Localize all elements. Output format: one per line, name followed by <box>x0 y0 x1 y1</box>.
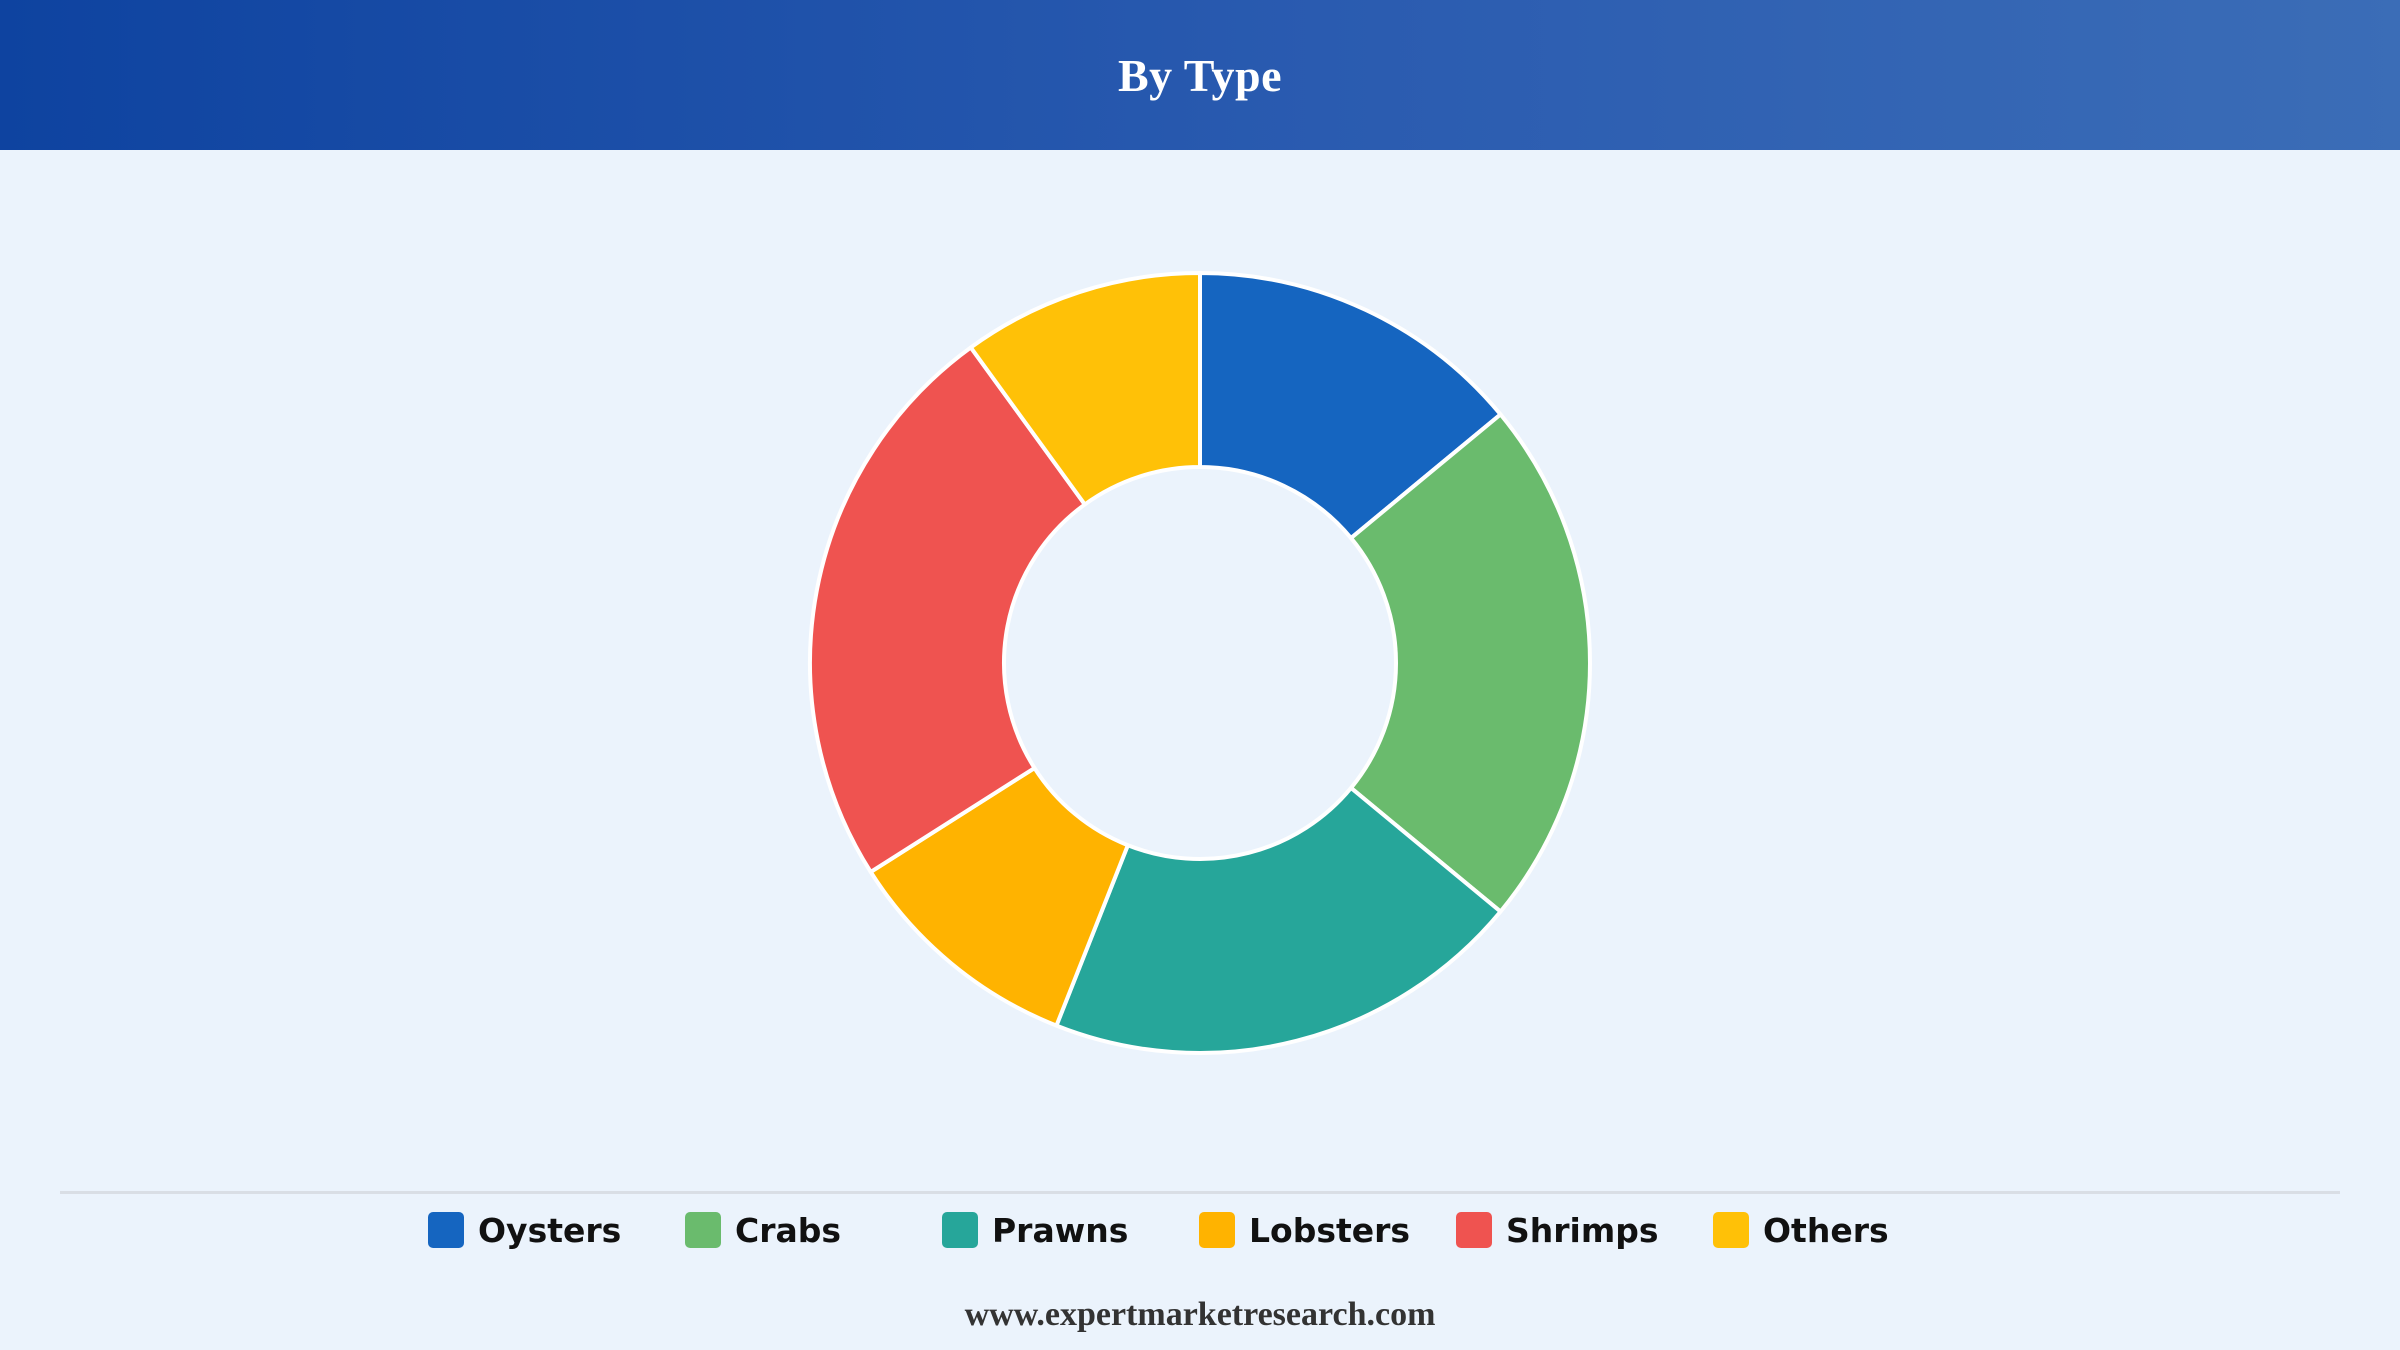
legend-item-prawns: Prawns <box>942 1208 1199 1252</box>
chart-title: By Type <box>1117 49 1283 101</box>
legend-item-crabs: Crabs <box>685 1208 942 1252</box>
legend-item-others: Others <box>1713 1208 1970 1252</box>
legend-swatch-prawns <box>942 1212 978 1248</box>
chart-area <box>0 150 2400 1180</box>
legend-item-shrimps: Shrimps <box>1456 1208 1713 1252</box>
legend-swatch-others <box>1713 1212 1749 1248</box>
slice-others <box>968 271 1202 507</box>
slice-oysters <box>1198 271 1503 541</box>
legend-swatch-crabs <box>685 1212 721 1248</box>
donut-chart <box>808 271 1592 1055</box>
legend: Oysters Crabs Prawns Lobsters Shrimps Ot… <box>428 1208 1970 1252</box>
legend-label-lobsters: Lobsters <box>1249 1210 1411 1250</box>
legend-swatch-oysters <box>428 1212 464 1248</box>
source-url: www.expertmarketresearch.com <box>964 1296 1436 1333</box>
slice-crabs <box>1349 412 1592 914</box>
legend-label-shrimps: Shrimps <box>1506 1210 1659 1250</box>
slice-prawns <box>1054 785 1503 1055</box>
legend-label-oysters: Oysters <box>478 1210 622 1250</box>
legend-item-oysters: Oysters <box>428 1208 685 1252</box>
slice-shrimps <box>808 345 1087 874</box>
legend-item-lobsters: Lobsters <box>1199 1208 1456 1252</box>
legend-divider <box>60 1191 2340 1194</box>
legend-label-others: Others <box>1763 1210 1889 1250</box>
legend-label-prawns: Prawns <box>992 1210 1129 1250</box>
legend-swatch-shrimps <box>1456 1212 1492 1248</box>
legend-label-crabs: Crabs <box>735 1210 842 1250</box>
legend-swatch-lobsters <box>1199 1212 1235 1248</box>
header-banner: By Type <box>0 0 2400 150</box>
